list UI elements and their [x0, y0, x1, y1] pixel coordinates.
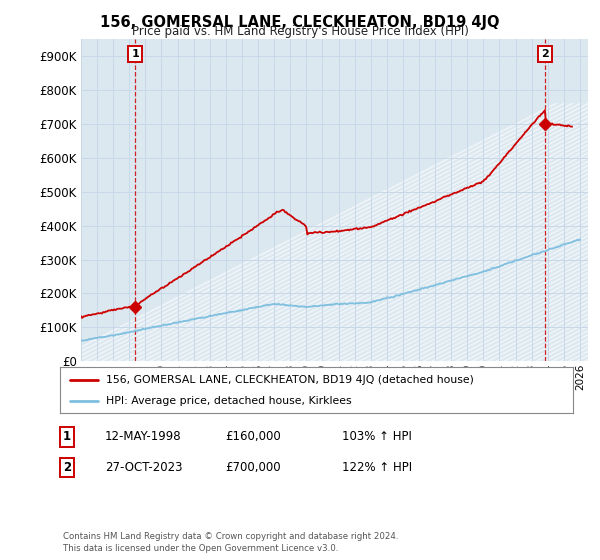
Text: 12-MAY-1998: 12-MAY-1998 [105, 430, 182, 444]
Text: 2: 2 [63, 461, 71, 474]
Text: Contains HM Land Registry data © Crown copyright and database right 2024.
This d: Contains HM Land Registry data © Crown c… [63, 533, 398, 553]
Text: 27-OCT-2023: 27-OCT-2023 [105, 461, 182, 474]
Text: HPI: Average price, detached house, Kirklees: HPI: Average price, detached house, Kirk… [106, 396, 352, 406]
Text: 1: 1 [63, 430, 71, 444]
Text: £160,000: £160,000 [225, 430, 281, 444]
Text: 156, GOMERSAL LANE, CLECKHEATON, BD19 4JQ (detached house): 156, GOMERSAL LANE, CLECKHEATON, BD19 4J… [106, 375, 474, 385]
Text: 156, GOMERSAL LANE, CLECKHEATON, BD19 4JQ: 156, GOMERSAL LANE, CLECKHEATON, BD19 4J… [100, 15, 500, 30]
Text: 103% ↑ HPI: 103% ↑ HPI [342, 430, 412, 444]
Text: £700,000: £700,000 [225, 461, 281, 474]
Text: Price paid vs. HM Land Registry's House Price Index (HPI): Price paid vs. HM Land Registry's House … [131, 25, 469, 38]
Text: 122% ↑ HPI: 122% ↑ HPI [342, 461, 412, 474]
Text: 1: 1 [131, 49, 139, 59]
Text: 2: 2 [541, 49, 549, 59]
